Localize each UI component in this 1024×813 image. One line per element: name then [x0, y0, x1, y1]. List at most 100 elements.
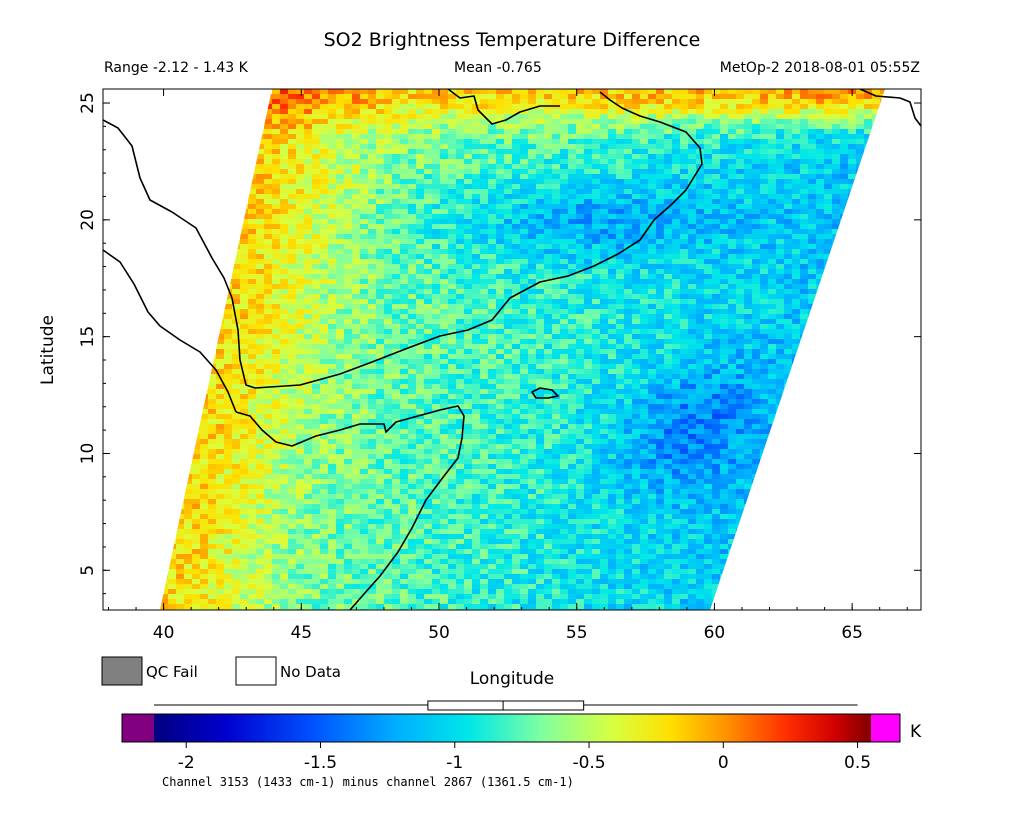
swath-pixel [448, 164, 456, 169]
swath-pixel [392, 394, 400, 399]
swath-pixel [624, 249, 632, 254]
swath-pixel [792, 184, 800, 189]
swath-pixel [336, 324, 344, 329]
swath-pixel [784, 164, 792, 169]
swath-pixel [432, 209, 440, 214]
swath-pixel [664, 134, 672, 139]
swath-pixel [728, 379, 736, 384]
swath-pixel [600, 234, 608, 239]
swath-pixel [576, 349, 584, 354]
swath-pixel [264, 199, 272, 204]
swath-pixel [440, 214, 448, 219]
swath-pixel [744, 359, 752, 364]
swath-pixel [584, 399, 592, 404]
swath-pixel [696, 204, 704, 209]
swath-pixel [552, 144, 560, 149]
swath-pixel [424, 99, 432, 104]
swath-pixel [712, 244, 720, 249]
swath-pixel [384, 374, 392, 379]
swath-pixel [648, 344, 656, 349]
swath-pixel [568, 209, 576, 214]
swath-pixel [728, 304, 736, 309]
swath-pixel [336, 159, 344, 164]
swath-pixel [856, 144, 864, 149]
swath-pixel [840, 204, 848, 209]
swath-pixel [536, 174, 544, 179]
swath-pixel [376, 109, 384, 114]
swath-pixel [512, 384, 520, 389]
swath-pixel [720, 249, 728, 254]
swath-pixel [312, 179, 320, 184]
swath-pixel [752, 254, 760, 259]
swath-pixel [440, 314, 448, 319]
swath-pixel [480, 179, 488, 184]
swath-pixel [816, 204, 824, 209]
swath-pixel [216, 399, 224, 404]
swath-pixel [304, 119, 312, 124]
swath-pixel [416, 349, 424, 354]
swath-pixel [288, 319, 296, 324]
swath-pixel [624, 339, 632, 344]
swath-pixel [512, 229, 520, 234]
swath-pixel [384, 309, 392, 314]
swath-pixel [784, 199, 792, 204]
swath-pixel [568, 339, 576, 344]
swath-pixel [520, 394, 528, 399]
swath-pixel [544, 114, 552, 119]
swath-pixel [328, 404, 336, 409]
swath-pixel [328, 174, 336, 179]
swath-pixel [312, 284, 320, 289]
swath-pixel [304, 329, 312, 334]
swath-pixel [640, 234, 648, 239]
swath-pixel [736, 359, 744, 364]
swath-pixel [616, 354, 624, 359]
swath-pixel [584, 194, 592, 199]
swath-pixel [472, 374, 480, 379]
swath-pixel [368, 329, 376, 334]
swath-pixel [592, 409, 600, 414]
swath-pixel [752, 229, 760, 234]
swath-pixel [400, 319, 408, 324]
swath-pixel [344, 94, 352, 99]
swath-pixel [664, 374, 672, 379]
swath-pixel [560, 324, 568, 329]
swath-pixel [728, 129, 736, 134]
swath-pixel [336, 414, 344, 419]
swath-pixel [704, 294, 712, 299]
swath-pixel [440, 204, 448, 209]
swath-pixel [344, 324, 352, 329]
swath-pixel [784, 254, 792, 259]
swath-pixel [224, 374, 232, 379]
swath-pixel [808, 104, 816, 109]
swath-pixel [800, 299, 808, 304]
swath-pixel [632, 119, 640, 124]
swath-pixel [576, 284, 584, 289]
swath-pixel [296, 89, 304, 94]
swath-pixel [608, 359, 616, 364]
swath-pixel [448, 179, 456, 184]
swath-pixel [512, 139, 520, 144]
swath-pixel [840, 99, 848, 104]
swath-pixel [512, 189, 520, 194]
swath-pixel [560, 124, 568, 129]
swath-pixel [456, 284, 464, 289]
swath-pixel [632, 364, 640, 369]
swath-pixel [592, 394, 600, 399]
swath-pixel [816, 159, 824, 164]
swath-pixel [736, 269, 744, 274]
swath-pixel [432, 384, 440, 389]
swath-pixel [624, 354, 632, 359]
swath-pixel [400, 139, 408, 144]
swath-pixel [472, 294, 480, 299]
swath-pixel [584, 139, 592, 144]
swath-pixel [528, 219, 536, 224]
swath-pixel [648, 159, 656, 164]
swath-pixel [296, 184, 304, 189]
swath-pixel [440, 359, 448, 364]
swath-pixel [488, 179, 496, 184]
swath-pixel [768, 194, 776, 199]
swath-pixel [704, 204, 712, 209]
swath-pixel [544, 329, 552, 334]
swath-pixel [328, 219, 336, 224]
swath-pixel [456, 164, 464, 169]
